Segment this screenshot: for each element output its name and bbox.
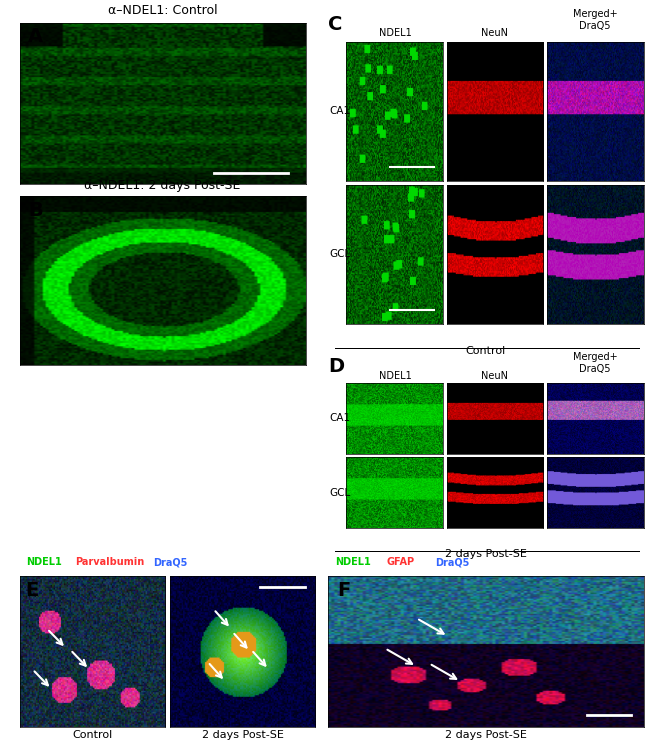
Text: Control: Control [72, 730, 112, 740]
Text: 2 days Post-SE: 2 days Post-SE [445, 550, 526, 559]
Text: B: B [28, 201, 43, 220]
Text: DraQ5: DraQ5 [153, 557, 187, 567]
Text: NDEL1: NDEL1 [378, 371, 411, 381]
Text: α–NDEL1: 2 days Post-SE: α–NDEL1: 2 days Post-SE [84, 179, 240, 192]
Text: NDEL1: NDEL1 [378, 29, 411, 38]
Text: 2 days Post-SE: 2 days Post-SE [202, 730, 283, 740]
Text: CA1: CA1 [330, 106, 351, 117]
Text: NDEL1: NDEL1 [335, 557, 370, 567]
Text: C: C [328, 15, 343, 34]
Text: Control: Control [466, 346, 506, 356]
Text: Parvalbumin: Parvalbumin [75, 557, 144, 567]
Text: D: D [328, 357, 344, 376]
Text: GCL: GCL [330, 249, 351, 260]
Text: GCL: GCL [330, 488, 351, 498]
Text: GFAP: GFAP [387, 557, 415, 567]
Text: NDEL1: NDEL1 [26, 557, 62, 567]
Text: α–NDEL1: Control: α–NDEL1: Control [108, 4, 217, 17]
Text: CA1: CA1 [330, 413, 351, 423]
Text: 2 days Post-SE: 2 days Post-SE [445, 730, 526, 740]
Text: Merged+
DraQ5: Merged+ DraQ5 [573, 352, 618, 374]
Text: E: E [25, 581, 38, 599]
Text: NeuN: NeuN [482, 29, 508, 38]
Text: A: A [28, 27, 43, 47]
Text: NeuN: NeuN [482, 371, 508, 381]
Text: F: F [338, 581, 351, 599]
Text: Merged+
DraQ5: Merged+ DraQ5 [573, 9, 618, 31]
Text: DraQ5: DraQ5 [436, 557, 470, 567]
